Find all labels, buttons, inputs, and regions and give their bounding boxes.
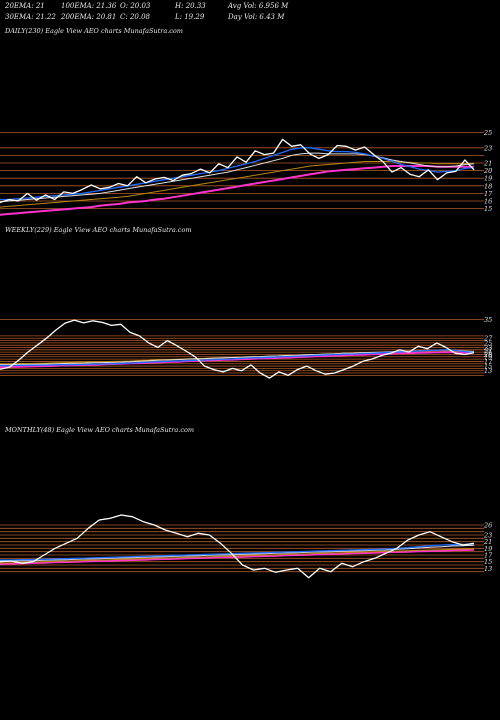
monthly-tick-label: 15 [484, 558, 492, 566]
daily-ema100-line [0, 161, 474, 208]
daily-tick-label: 16 [484, 198, 492, 206]
weekly-tick-label: 20 [483, 351, 492, 359]
weekly-tick-label: 23 [483, 344, 492, 352]
weekly-tick-label: 21 [483, 349, 492, 357]
monthly-panel-title: MONTHLY(48) Eagle View AEO charts Munafa… [5, 426, 195, 434]
daily-tick-label: 19 [484, 175, 492, 183]
high-readout: H: 20.33 [175, 2, 206, 10]
daily-ema30-line [0, 152, 475, 203]
low-readout: L: 19.29 [175, 13, 205, 21]
monthly-tick-label: 17 [484, 552, 493, 560]
weekly-tick-label: 25 [483, 339, 492, 347]
daily-tick-label: 18 [484, 182, 492, 190]
monthly-tick-label: 23 [483, 532, 492, 540]
weekly-tick-label: 22 [483, 346, 492, 354]
avg-vol-readout: Avg Vol: 6.956 M [228, 2, 289, 10]
daily-tick-label: 17 [484, 190, 493, 198]
monthly-tick-label: 19 [484, 545, 492, 553]
weekly-price-line [0, 319, 475, 379]
weekly-panel-title: WEEKLY(229) Eagle View AEO charts Munafa… [5, 226, 192, 234]
monthly-ema20-line [0, 543, 475, 561]
daily-tick-label: 21 [483, 160, 492, 168]
daily-panel-title: DAILY(230) Eagle View AEO charts MunafaS… [5, 27, 183, 35]
day-vol-readout: Day Vol: 6.43 M [228, 13, 285, 21]
ema20-readout: 20EMA: 21 [5, 2, 45, 10]
ema200-readout: 200EMA: 20.81 [61, 13, 117, 21]
daily-tick-label: 25 [483, 129, 492, 137]
open-readout: O: 20.03 [120, 2, 151, 10]
daily-tick-label: 23 [483, 144, 492, 152]
weekly-tick-label: 13 [484, 367, 492, 375]
daily-price-line [0, 138, 475, 204]
weekly-tick-label: 17 [484, 358, 493, 366]
ema100-readout: 100EMA: 21.36 [61, 2, 117, 10]
weekly-tick-label: 35 [484, 316, 492, 324]
monthly-tick-label: 13 [484, 565, 492, 573]
daily-tick-label: 20 [483, 167, 492, 175]
daily-ema200-line [0, 165, 474, 216]
weekly-tick-label: 19 [484, 353, 492, 361]
monthly-ema100-line [0, 548, 475, 564]
monthly-tick-label: 26 [483, 522, 492, 530]
weekly-tick-label: 27 [483, 335, 493, 343]
daily-tick-label: 15 [484, 205, 492, 213]
ema30-readout: 30EMA: 21.22 [5, 13, 56, 21]
close-readout: C: 20.08 [120, 13, 150, 21]
monthly-ema200-line [0, 548, 475, 565]
monthly-tick-label: 21 [483, 538, 492, 546]
weekly-tick-label: 15 [484, 363, 492, 371]
daily-ema20-line [0, 147, 475, 201]
monthly-price-line [0, 514, 475, 579]
